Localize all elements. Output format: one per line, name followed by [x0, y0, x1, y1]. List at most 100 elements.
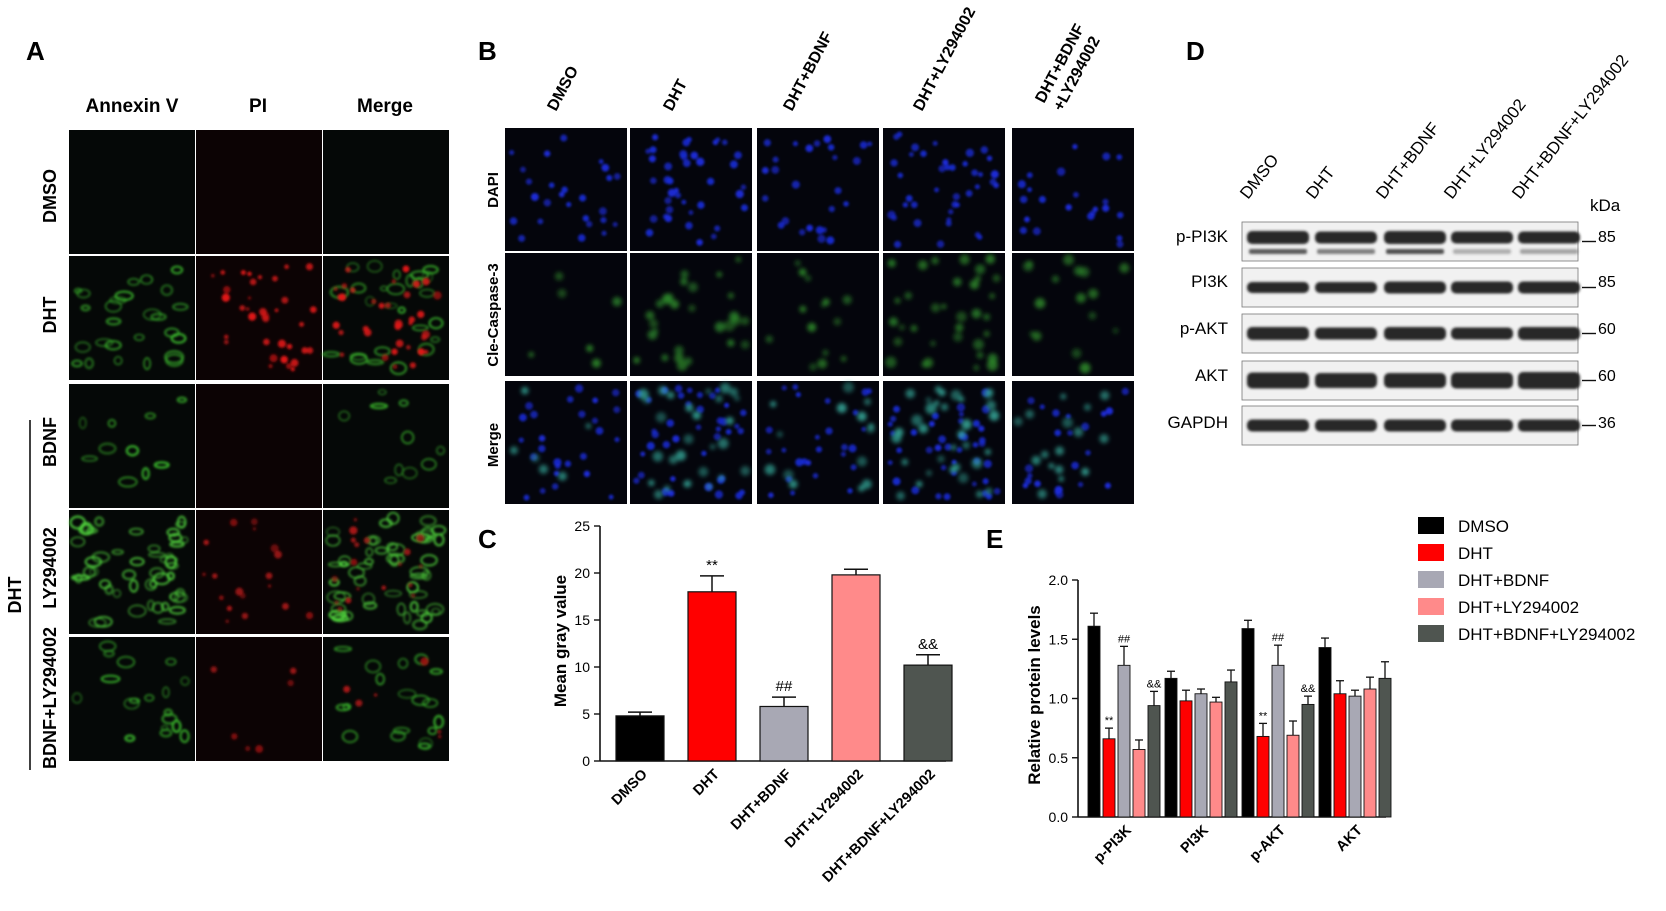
panel-c-xtick: DHT: [690, 766, 722, 798]
panel-c-ytick: 25: [574, 518, 590, 534]
panel-e-bar: [1132, 749, 1146, 818]
panel-c-annotation: &&: [918, 636, 938, 653]
panel-a-image: [69, 384, 195, 508]
panel-c-bar-1: [687, 591, 737, 762]
blot-p-pi3k: [1241, 221, 1596, 262]
panel-a-row-bdnf-ly294002: BDNF+LY294002: [40, 627, 60, 769]
panel-a-image: [323, 384, 449, 508]
panel-e-bar: [1179, 700, 1193, 818]
panel-e-ytick: 1.5: [1049, 631, 1069, 647]
panel-c-bar-2: [759, 705, 809, 762]
panel-a-row-dht: DHT: [40, 297, 60, 334]
blot-p-akt: [1241, 313, 1596, 354]
legend-label-dht-bdnf-ly294002: DHT+BDNF+LY294002: [1458, 625, 1635, 644]
panel-b-image: [757, 253, 879, 376]
panel-a-image: [69, 637, 195, 761]
panel-e-xtick: p-PI3K: [1091, 822, 1135, 866]
panel-e-bar: [1363, 688, 1377, 818]
panel-a-row-bdnf: BDNF: [40, 417, 60, 467]
blot-gapdh: [1241, 405, 1596, 446]
panel-c-ylabel: Mean gray value: [551, 575, 570, 707]
panel-a-col-annexin: Annexin V: [86, 96, 179, 117]
panel-a-image: [323, 637, 449, 761]
panel-e-bar: [1087, 625, 1101, 818]
panel-b-image: [883, 128, 1005, 251]
panel-label-b: B: [478, 36, 497, 66]
panel-e-bar: [1224, 681, 1238, 818]
panel-b-image: [757, 381, 879, 504]
panel-e-bar: [1209, 701, 1223, 818]
panel-a-image: [323, 130, 449, 254]
panel-b-image: [1012, 381, 1134, 504]
panel-b-image: [757, 128, 879, 251]
panel-b-row-merge: Merge: [485, 423, 502, 467]
panel-d-col-dht: DHT: [1302, 163, 1338, 202]
legend-swatch-dht-ly294002: [1418, 598, 1444, 615]
panel-b-immunofluorescence-grid: DMSO DHT DHT+BDNF DHT+LY294002 DHT+BDNF …: [485, 5, 1134, 504]
panel-d-kda-p-pi3k: 85: [1598, 229, 1616, 246]
panel-label-e: E: [986, 524, 1003, 554]
panel-c-bar-chart: Mean gray value 0 5 10 15 20 25 DMSO ** DHT ## DHT…: [551, 518, 953, 886]
panel-e-annotation: ##: [1118, 633, 1131, 645]
panel-c-xtick: DMSO: [609, 767, 651, 809]
panel-b-image: [505, 253, 627, 376]
panel-a-image: [196, 637, 322, 761]
panel-d-band-akt: AKT: [1195, 366, 1228, 385]
panel-c-ytick: 5: [582, 706, 590, 722]
panel-c-bar-0: [615, 715, 665, 762]
panel-a-image: [69, 130, 195, 254]
panel-b-row-dapi: DAPI: [485, 172, 502, 208]
panel-e-ytick: 0.5: [1049, 750, 1069, 766]
panel-e-ytick: 1.0: [1049, 691, 1069, 707]
panel-b-col-dht-bdnf: DHT+BDNF: [781, 29, 837, 114]
panel-a-image: [69, 510, 195, 634]
legend-label-dht-ly294002: DHT+LY294002: [1458, 598, 1579, 617]
panel-e-bar: [1117, 664, 1131, 818]
panel-e-xtick: p-AKT: [1247, 822, 1289, 864]
panel-a-image: [196, 256, 322, 380]
legend-label-dmso: DMSO: [1458, 517, 1509, 536]
panel-a-image: [196, 510, 322, 634]
blot-akt: [1241, 360, 1596, 401]
panel-e-annotation: **: [1259, 710, 1268, 722]
panel-b-image: [505, 128, 627, 251]
panel-a-col-merge: Merge: [357, 96, 413, 117]
panel-a-group-label: DHT: [5, 577, 25, 614]
panel-e-annotation: &&: [1147, 678, 1162, 690]
panel-e-ytick: 0.0: [1049, 809, 1069, 825]
panel-label-c: C: [478, 524, 497, 554]
legend-swatch-dmso: [1418, 517, 1444, 534]
legend-swatch-dht-bdnf: [1418, 571, 1444, 588]
panel-a-image: [69, 256, 195, 380]
panel-b-col-dht-ly294002: DHT+LY294002: [911, 5, 980, 114]
panel-b-image: [505, 381, 627, 504]
panel-e-bar: [1256, 735, 1270, 818]
panel-e-annotation: &&: [1301, 683, 1316, 695]
panel-label-a: A: [26, 36, 45, 66]
legend: DMSO DHT DHT+BDNF DHT+LY294002 DHT+BDNF+…: [1418, 517, 1635, 644]
panel-c-ytick: 0: [582, 753, 590, 769]
panel-a-row-ly294002: LY294002: [40, 527, 60, 608]
panel-c-ytick: 15: [574, 612, 590, 628]
panel-e-bar: [1147, 705, 1161, 818]
panel-a-microscopy-grid: Annexin V PI Merge DMSO DHT BDNF LY29400…: [5, 96, 449, 770]
panel-b-image: [630, 253, 752, 376]
panel-e-bar: [1194, 693, 1208, 818]
panel-b-image: [1012, 128, 1134, 251]
panel-e-bar: [1164, 677, 1178, 818]
panel-e-annotation: ##: [1272, 632, 1285, 644]
panel-d-band-pi3k: PI3K: [1191, 272, 1229, 291]
panel-d-kda-pi3k: 85: [1598, 274, 1616, 291]
panel-e-bar: [1102, 738, 1116, 818]
panel-d-col-dmso: DMSO: [1236, 151, 1282, 203]
legend-label-dht-bdnf: DHT+BDNF: [1458, 571, 1549, 590]
legend-swatch-dht-bdnf-ly294002: [1418, 625, 1444, 642]
panel-d-col-dht-bdnf-ly294002: DHT+BDNF+LY294002: [1508, 51, 1632, 202]
legend-swatch-dht: [1418, 544, 1444, 561]
panel-c-ytick: 20: [574, 565, 590, 581]
panel-d-kda-akt: 60: [1598, 368, 1616, 385]
panel-e-ylabel: Relative protein levels: [1025, 605, 1044, 785]
panel-d-western-blot: DMSO DHT DHT+BDNF DHT+LY294002 DHT+BDNF+…: [1168, 51, 1632, 446]
panel-b-col-dht: DHT: [661, 77, 692, 114]
